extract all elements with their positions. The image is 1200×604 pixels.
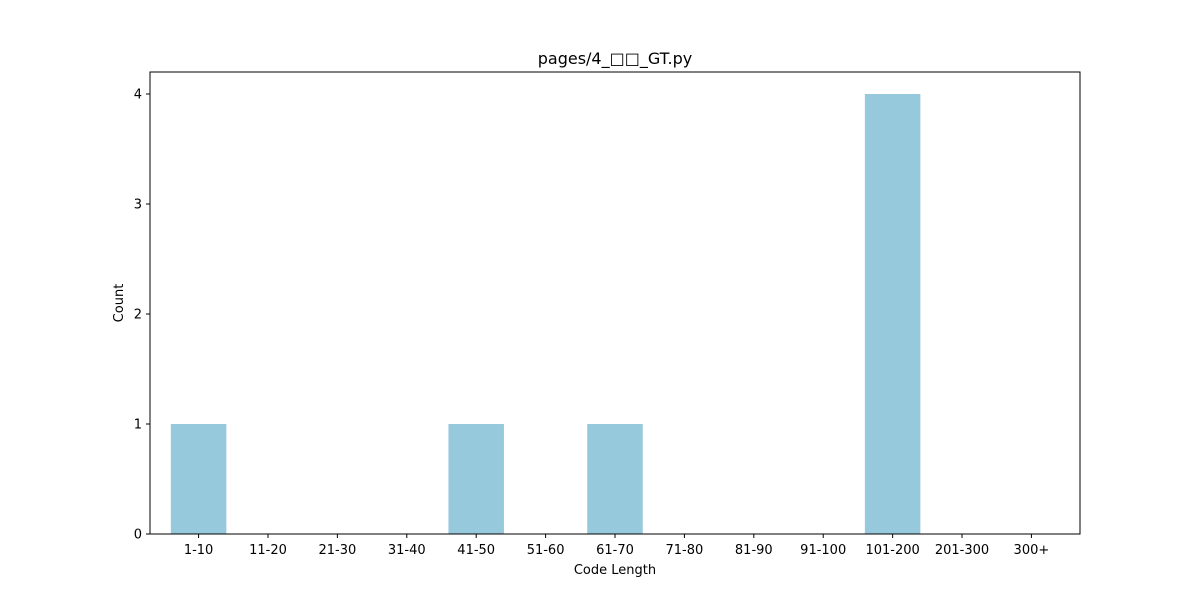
y-tick-label: 1	[134, 418, 142, 433]
x-tick-label: 61-70	[596, 543, 634, 558]
y-tick-label: 2	[134, 308, 142, 323]
bar-101-200	[864, 94, 921, 534]
chart-title: pages/4_□□_GT.py	[538, 49, 693, 69]
y-axis: 0 1 2 3 4	[134, 88, 150, 543]
y-axis-label: Count	[112, 284, 127, 323]
x-tick-label: 201-300	[935, 543, 989, 558]
x-tick-label: 31-40	[388, 543, 426, 558]
x-tick-label: 300+	[1014, 543, 1050, 558]
x-tick-label: 91-100	[800, 543, 846, 558]
y-tick-label: 0	[134, 528, 142, 543]
x-tick-label: 1-10	[184, 543, 214, 558]
x-tick-label: 11-20	[249, 543, 287, 558]
x-axis: 1-10 11-20 21-30 31-40 41-50 51-60 61-70 71-80 8…	[184, 534, 1049, 558]
x-tick-label: 51-60	[527, 543, 565, 558]
bar-61-70	[587, 424, 643, 534]
x-tick-label: 71-80	[666, 543, 704, 558]
x-tick-label: 81-90	[735, 543, 773, 558]
bars-layer	[170, 94, 921, 534]
bar-41-50	[448, 424, 504, 534]
bar-1-10	[170, 424, 227, 534]
x-tick-label: 41-50	[457, 543, 495, 558]
x-tick-label: 101-200	[865, 543, 919, 558]
x-axis-label: Code Length	[574, 563, 656, 578]
x-tick-label: 21-30	[318, 543, 356, 558]
y-tick-label: 3	[134, 198, 142, 213]
y-tick-label: 4	[134, 88, 142, 103]
